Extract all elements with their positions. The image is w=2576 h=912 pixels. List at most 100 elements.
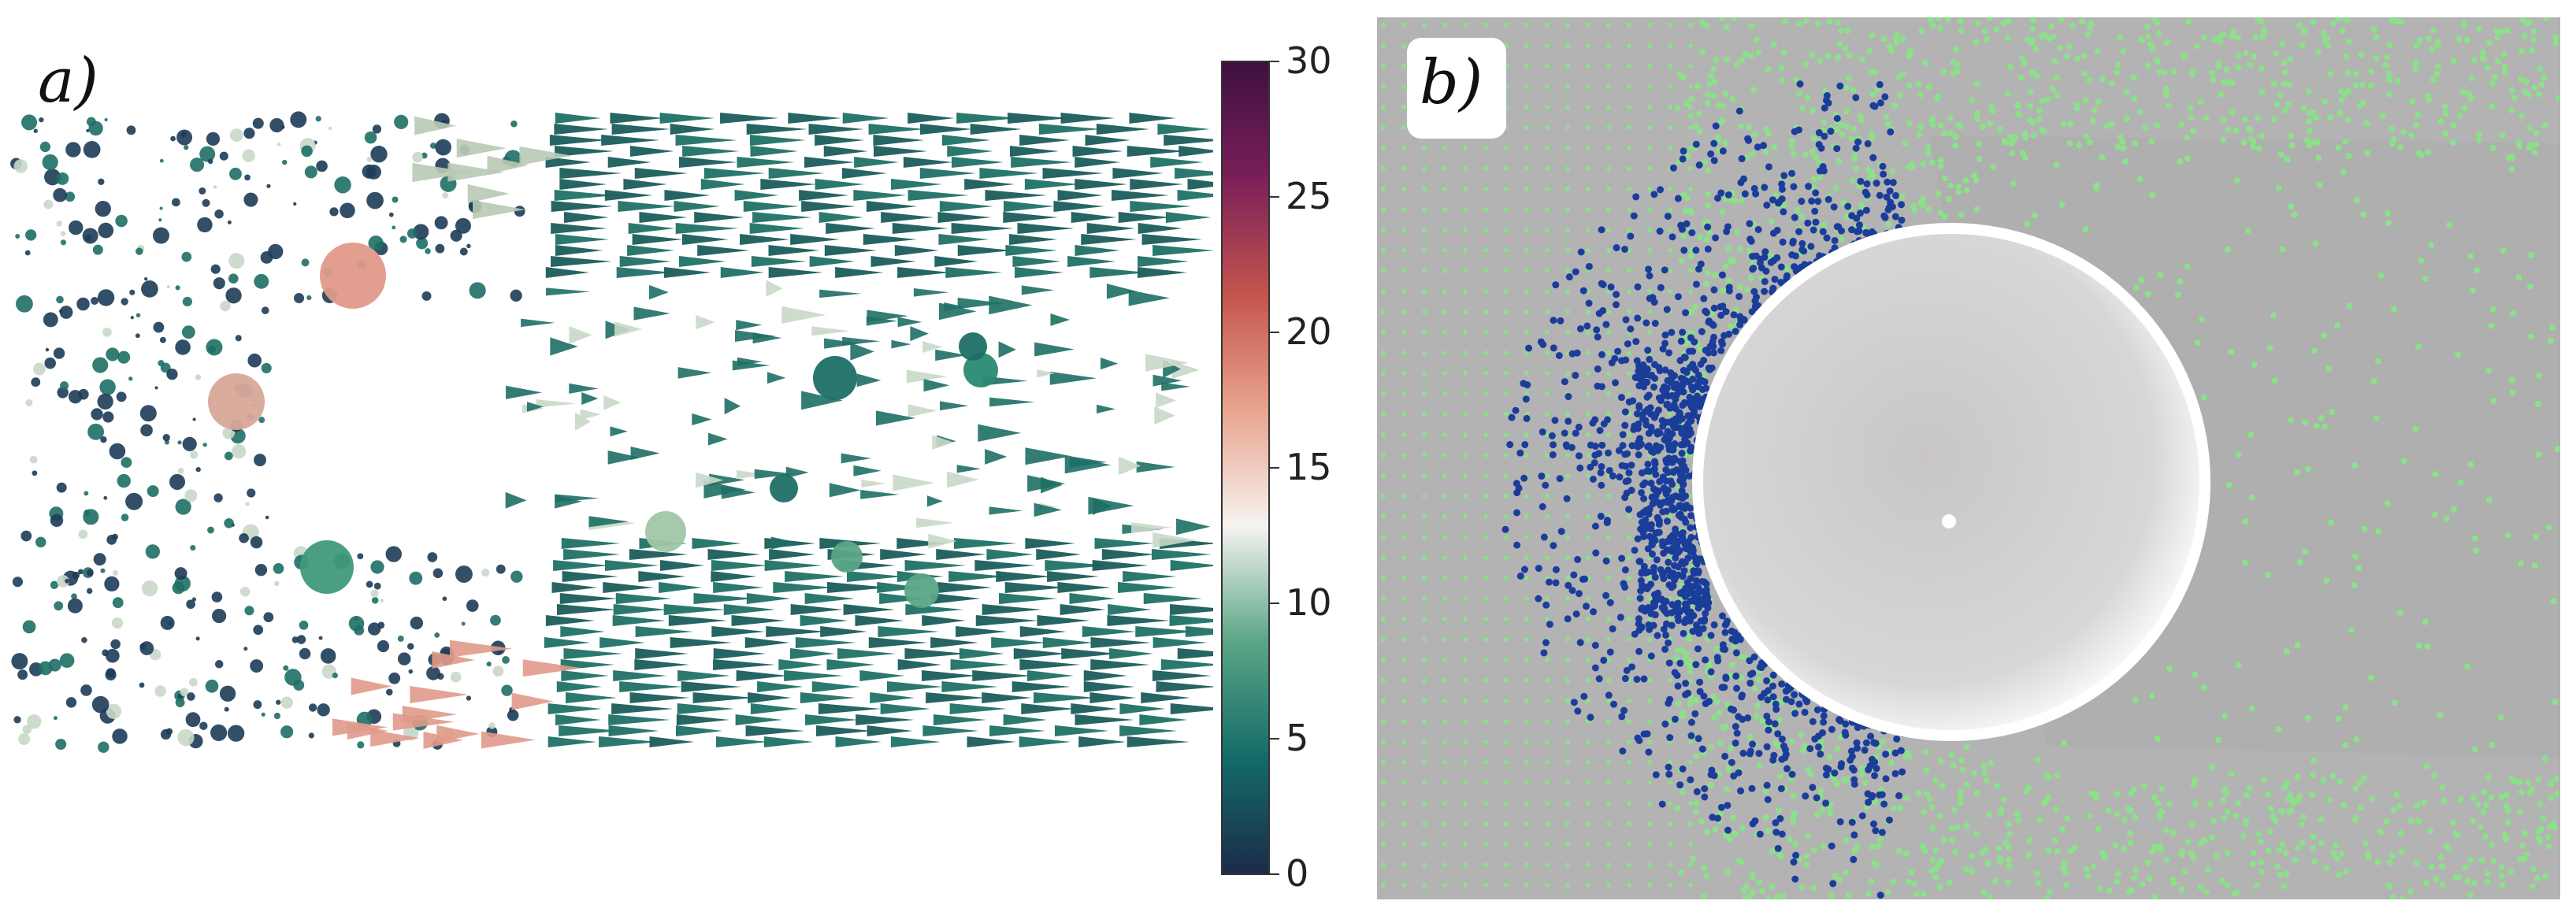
- velocity-glyph: [370, 589, 379, 598]
- particle: [1575, 452, 1583, 460]
- particle: [2418, 258, 2425, 265]
- particle: [1622, 477, 1630, 485]
- velocity-arrow: [649, 736, 695, 747]
- particle: [1698, 19, 1706, 26]
- particle: [1657, 186, 1665, 194]
- particle: [2021, 154, 2029, 161]
- velocity-glyph: [277, 142, 281, 146]
- particle: [2288, 417, 2295, 424]
- particle: [1606, 821, 1611, 826]
- particle: [1791, 263, 1798, 271]
- particle: [1627, 207, 1631, 212]
- particle: [1944, 17, 1951, 23]
- particle: [2478, 857, 2485, 864]
- particle: [1598, 350, 1606, 358]
- velocity-glyph: [466, 243, 471, 249]
- particle: [2083, 866, 2090, 873]
- particle: [1817, 174, 1824, 181]
- particle: [1483, 658, 1488, 662]
- velocity-arrow: [932, 435, 954, 450]
- particle: [1635, 367, 1642, 375]
- particle: [1442, 473, 1447, 478]
- particle: [1463, 228, 1468, 232]
- particle: [2553, 791, 2560, 798]
- velocity-glyph: [182, 436, 197, 451]
- particle: [1869, 755, 1876, 763]
- particle: [2199, 316, 2206, 323]
- velocity-arrow: [982, 692, 1032, 703]
- particle: [1791, 128, 1798, 135]
- velocity-arrow: [1118, 456, 1141, 476]
- particle: [2481, 788, 2488, 795]
- particle: [1850, 87, 1857, 94]
- particle: [2073, 55, 2080, 62]
- particle: [1642, 421, 1650, 429]
- particle: [2004, 90, 2010, 97]
- particle: [2470, 795, 2477, 802]
- velocity-glyph: [254, 454, 266, 467]
- velocity-glyph: [55, 739, 67, 751]
- velocity-glyph: [507, 709, 519, 721]
- particle: [1724, 191, 1732, 198]
- particle: [1721, 139, 1728, 146]
- particle: [1381, 207, 1386, 212]
- particle: [2188, 850, 2195, 857]
- particle: [1688, 187, 1693, 191]
- particle: [1713, 699, 1720, 706]
- velocity-arrow: [549, 135, 608, 146]
- particle: [1997, 858, 2004, 866]
- velocity-arrow: [801, 391, 843, 410]
- particle: [1693, 788, 1701, 795]
- particle: [1937, 157, 1944, 164]
- particle: [1947, 182, 1954, 189]
- velocity-arrow: [559, 179, 607, 190]
- particle: [2339, 27, 2346, 34]
- velocity-glyph: [31, 377, 41, 387]
- velocity-glyph: [184, 489, 198, 502]
- particle: [1616, 614, 1624, 621]
- particle: [2555, 95, 2560, 102]
- particle: [1422, 146, 1427, 150]
- particle: [1565, 719, 1570, 724]
- particle: [1778, 680, 1786, 688]
- velocity-glyph: [245, 502, 250, 506]
- particle: [2019, 150, 2026, 157]
- particle: [1463, 146, 1468, 150]
- particle: [2252, 34, 2259, 41]
- particle: [2259, 132, 2266, 139]
- panel-a-label: a): [38, 46, 98, 117]
- particle: [1504, 371, 1509, 376]
- particle: [1650, 383, 1657, 391]
- velocity-arrow: [770, 536, 800, 550]
- particle: [1422, 719, 1427, 724]
- particle: [1542, 601, 1550, 609]
- velocity-arrow: [982, 604, 1042, 615]
- particle: [1780, 892, 1787, 899]
- velocity-glyph: [199, 721, 208, 730]
- particle: [1739, 56, 1746, 63]
- particle: [1836, 817, 1844, 825]
- velocity-glyph: [450, 229, 462, 242]
- particle: [1606, 350, 1611, 355]
- particle: [1762, 788, 1769, 795]
- particle: [1540, 533, 1548, 541]
- velocity-glyph: [39, 141, 51, 153]
- particle: [1869, 32, 1876, 39]
- particle: [2499, 882, 2506, 889]
- particle: [1570, 571, 1578, 579]
- particle: [2337, 778, 2344, 785]
- particle: [2470, 880, 2478, 887]
- particle: [1647, 596, 1652, 601]
- velocity-arrow: [634, 659, 690, 670]
- velocity-arrow: [1047, 571, 1099, 582]
- velocity-glyph: [243, 192, 258, 207]
- particle: [1504, 310, 1509, 314]
- particle: [1847, 747, 1855, 755]
- particle: [1381, 821, 1386, 826]
- velocity-glyph: [80, 684, 92, 696]
- particle: [2148, 138, 2155, 145]
- velocity-glyph: [53, 187, 68, 202]
- velocity-glyph: [481, 568, 490, 577]
- particle: [1783, 765, 1791, 773]
- particle: [1647, 125, 1652, 130]
